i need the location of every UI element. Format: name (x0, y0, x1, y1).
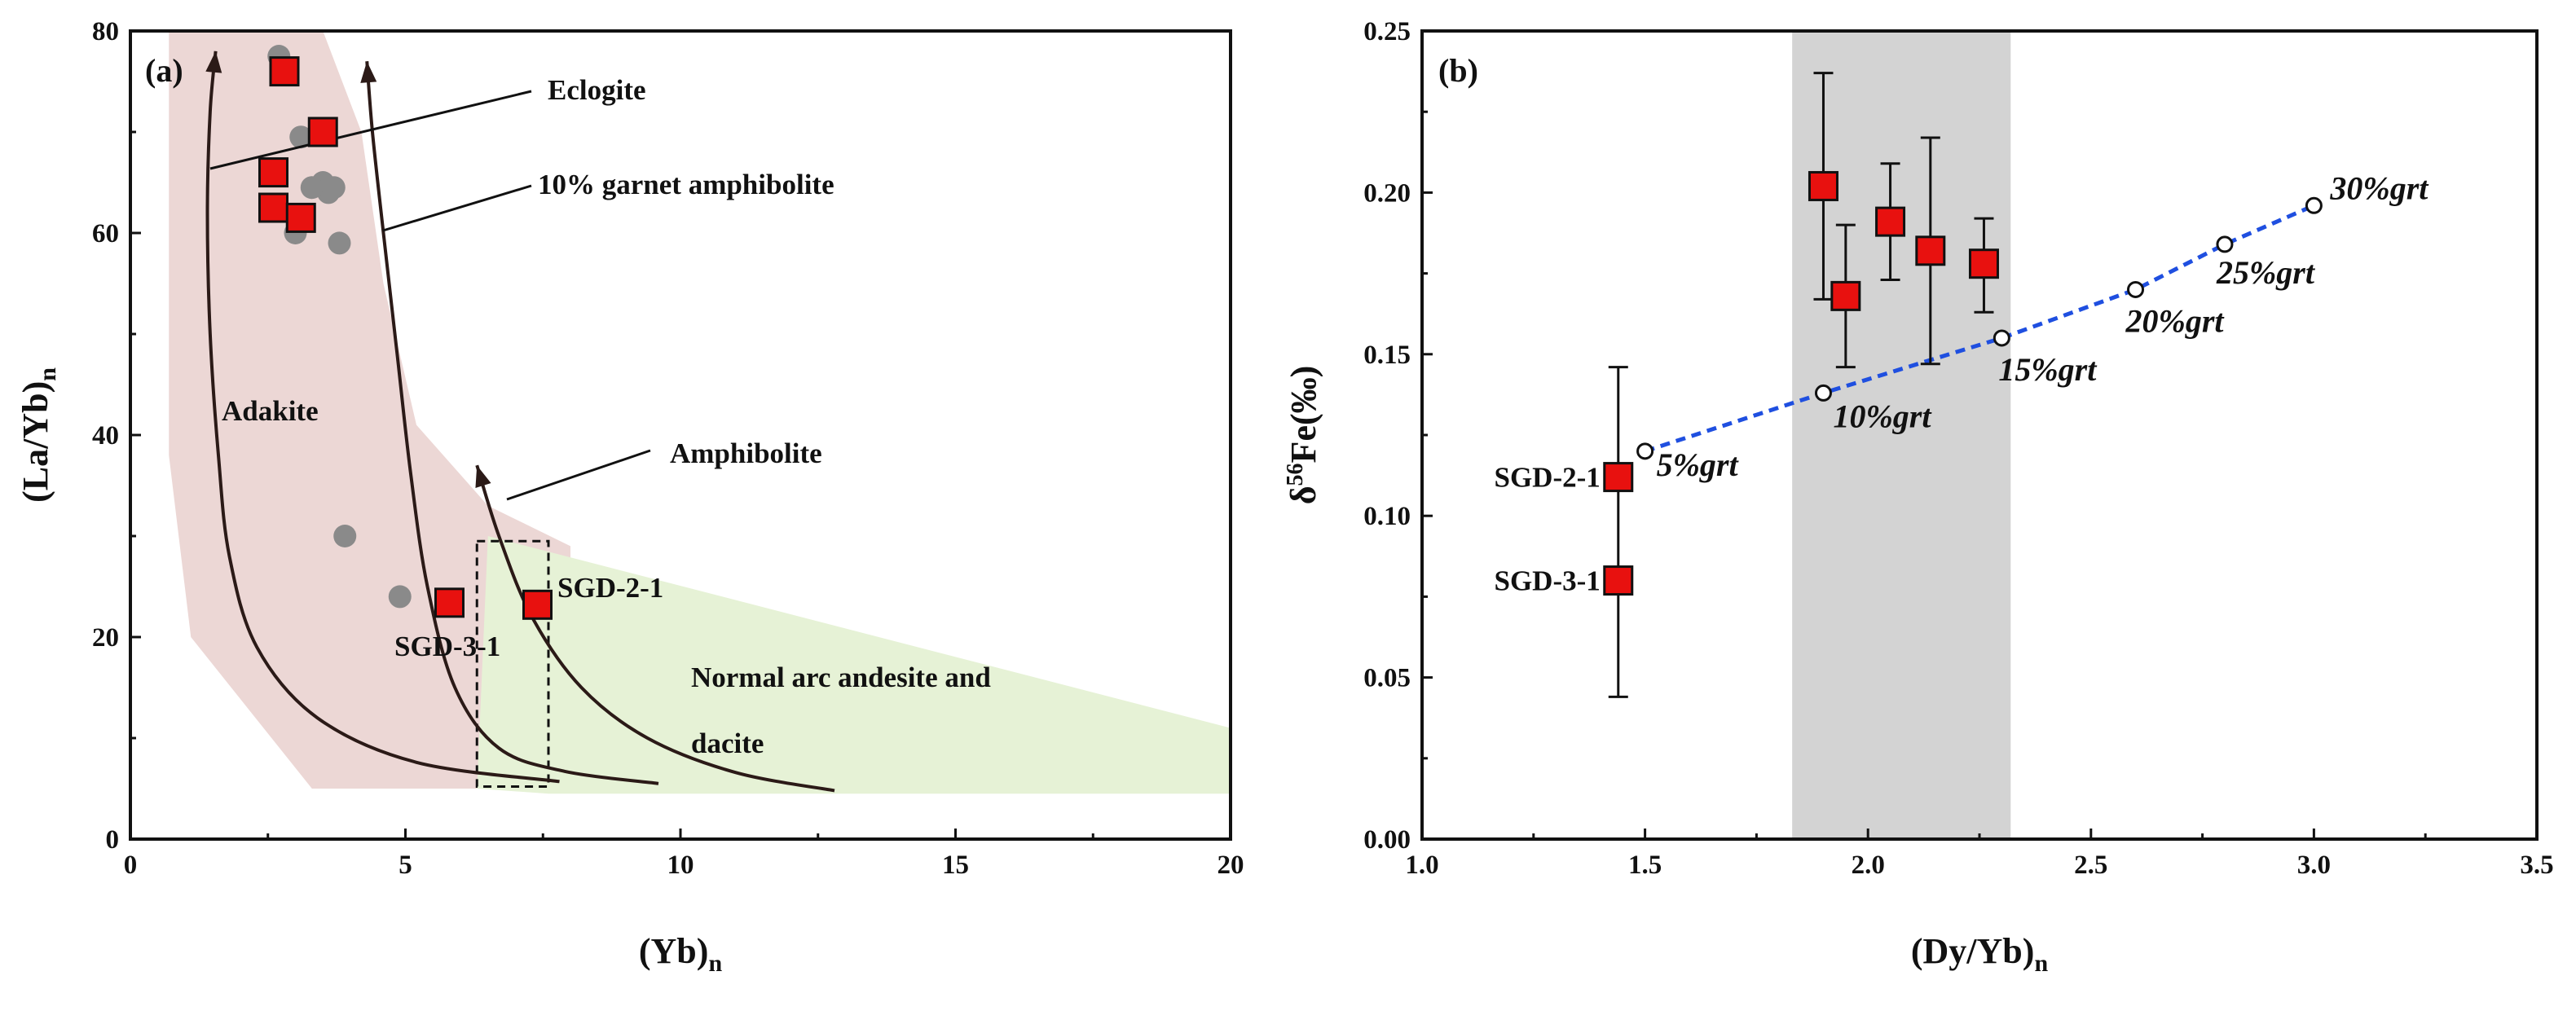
y-tick-label: 0.10 (1363, 502, 1411, 531)
panel-a-annotation: Adakite (222, 395, 319, 427)
x-tick-label: 20 (1218, 851, 1244, 880)
model-point (2216, 235, 2234, 253)
gray-data-point (300, 176, 324, 200)
model-point (2305, 196, 2323, 214)
eclogite-arrowhead (205, 51, 222, 73)
sample-dashed-box (475, 539, 550, 789)
panel-b-x-axis-title: (Dy/Yb)n (1911, 931, 2049, 977)
y-tick-label: 0.25 (1363, 17, 1411, 46)
red-sample-point (1603, 462, 1634, 493)
y-tick-label: 0 (106, 825, 120, 855)
x-tick-label: 1.5 (1628, 851, 1662, 880)
normal-arc-field (477, 536, 1231, 794)
garnet-amphibolite-leader (382, 184, 532, 232)
model-point-label: 10%grt (1833, 398, 1932, 434)
y-tick-label: 40 (92, 421, 119, 451)
panel-a-x-axis-title: (Yb)n (639, 931, 723, 977)
panel-a-annotation: 10% garnet amphibolite (538, 169, 834, 200)
amphibolite-leader (506, 449, 651, 501)
panel-b-label: (b) (1438, 52, 1478, 89)
model-point-label: 15%grt (1998, 351, 2098, 388)
red-sample-point (1830, 280, 1861, 311)
model-dashed-line (1644, 203, 2315, 454)
sample-label: SGD-2-1 (1494, 462, 1600, 494)
y-tick-label: 20 (92, 623, 119, 653)
x-tick-label: 15 (942, 851, 969, 880)
model-point-label: 30%grt (2329, 169, 2429, 206)
panel-a-label: (a) (145, 52, 183, 89)
y-tick-label: 0.00 (1363, 825, 1411, 855)
red-sample-point (1875, 206, 1906, 237)
gray-data-point (388, 585, 412, 609)
eclogite-curve (205, 51, 560, 784)
model-point-label: 20%grt (2125, 302, 2226, 339)
panel-a-annotation: dacite (691, 727, 764, 759)
y-tick-label: 0.15 (1363, 341, 1411, 370)
red-sample-point (269, 56, 300, 87)
gray-data-point (333, 525, 357, 547)
y-tick-label: 0.05 (1363, 664, 1411, 693)
red-sample-point (307, 116, 338, 147)
model-point (2127, 280, 2145, 298)
y-tick-label: 60 (92, 219, 119, 248)
x-tick-label: 2.0 (1852, 851, 1885, 880)
red-sample-point (285, 202, 316, 233)
red-sample-point (258, 192, 288, 223)
x-tick-label: 3.0 (2297, 851, 2331, 880)
panel-a-y-axis-title: (La/Yb)n (15, 367, 61, 503)
amphibolite-arrowhead (475, 465, 491, 488)
x-tick-label: 2.5 (2074, 851, 2107, 880)
y-tick-label: 80 (92, 17, 119, 46)
panel-a-annotation: Eclogite (548, 74, 646, 106)
model-point (1993, 329, 2010, 347)
model-point (1636, 442, 1654, 460)
red-sample-point (258, 157, 288, 188)
panel-b: 1.0 1.5 2.0 2.5 3.0 3.5 0.00 0.05 0.10 0.15 0.20 0.… (1283, 17, 2554, 977)
panel-a-annotation: Normal arc andesite and (691, 662, 991, 693)
10-garnet-amphibolite-curve (365, 61, 659, 785)
amphibolite-curve (475, 464, 835, 793)
sample-label: SGD-3-1 (1494, 565, 1600, 597)
x-tick-label: 3.5 (2520, 851, 2553, 880)
model-point-label: 25%grt (2216, 254, 2316, 291)
garnet-band (1792, 31, 2011, 839)
x-tick-label: 5 (399, 851, 412, 880)
red-sample-point (434, 587, 465, 618)
panel-a-annotation: SGD-3-1 (394, 631, 500, 662)
panel-a-annotation: SGD-2-1 (557, 572, 663, 604)
10-garnet-amphibolite-arrowhead (360, 61, 377, 83)
panel-b-y-axis-title: δ56Fe(‰) (1283, 366, 1323, 505)
red-sample-point (1808, 170, 1838, 201)
y-tick-label: 0.20 (1363, 178, 1411, 208)
x-tick-label: 0 (124, 851, 138, 880)
x-tick-label: 1.0 (1405, 851, 1438, 880)
red-sample-point (1915, 235, 1946, 266)
model-point-label: 5%grt (1657, 446, 1740, 483)
red-sample-point (1968, 248, 1999, 279)
x-tick-label: 10 (667, 851, 694, 880)
panel-a-annotation: Amphibolite (670, 437, 822, 469)
red-sample-point (1603, 565, 1634, 596)
gray-data-point (328, 231, 351, 255)
gray-data-point (289, 125, 313, 149)
model-point (1814, 384, 1832, 402)
panel-a: 0 5 10 15 20 0 20 40 60 80 (a) Eclogite 10% garnet… (15, 17, 1244, 977)
red-sample-point (522, 589, 553, 620)
eclogite-leader (209, 90, 532, 170)
